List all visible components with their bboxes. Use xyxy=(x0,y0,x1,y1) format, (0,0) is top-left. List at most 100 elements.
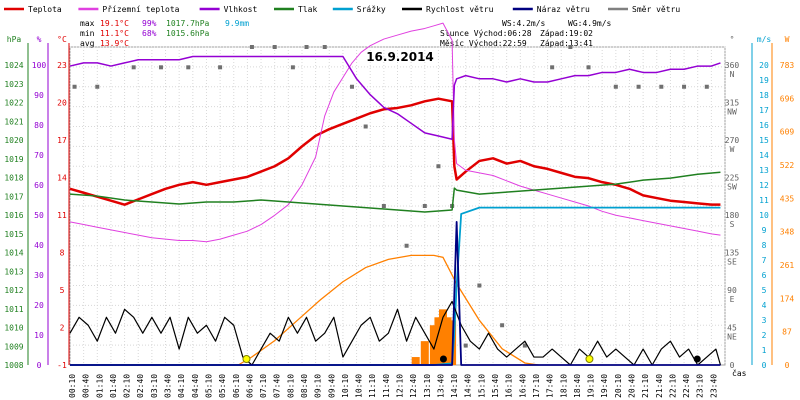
direction-compass-label: SW xyxy=(727,183,737,192)
hpa-tick-label: 1021 xyxy=(4,117,23,126)
rain-intensity-bar xyxy=(438,309,447,365)
legend-label: Srážky xyxy=(357,5,386,14)
x-tick-label: 11:40 xyxy=(382,374,391,398)
watts-axis-label: W xyxy=(785,35,790,44)
hpa-tick-label: 1014 xyxy=(4,249,23,258)
x-tick-label: 15:40 xyxy=(491,374,500,398)
x-tick-label: 02:10 xyxy=(123,374,132,398)
watts-tick-label: 0 xyxy=(785,361,790,370)
ms-tick-label: 10 xyxy=(759,211,769,220)
x-tick-label: 23:40 xyxy=(709,374,718,398)
hpa-tick-label: 1015 xyxy=(4,230,23,239)
x-tick-label: 14:40 xyxy=(464,374,473,398)
percent-tick-label: 60 xyxy=(34,181,44,190)
direction-compass-label: N xyxy=(730,70,735,79)
legend-label: Rychlost větru xyxy=(426,5,494,14)
ms-tick-label: 13 xyxy=(759,166,769,175)
wind-direction-dot xyxy=(568,45,573,49)
ms-tick-label: 15 xyxy=(759,136,769,145)
x-tick-label: 12:40 xyxy=(409,374,418,398)
stat-max-label: max xyxy=(80,19,95,28)
percent-tick-label: 40 xyxy=(34,241,44,250)
ms-tick-label: 17 xyxy=(759,106,769,115)
x-tick-label: 13:10 xyxy=(423,374,432,398)
ms-tick-label: 16 xyxy=(759,121,769,130)
wind-direction-dot xyxy=(636,84,641,89)
watts-tick-label: 174 xyxy=(780,294,795,303)
hpa-tick-label: 1013 xyxy=(4,267,23,276)
watts-tick-label: 609 xyxy=(780,128,795,137)
legend-label: Vlhkost xyxy=(224,5,258,14)
x-tick-label: 03:40 xyxy=(164,374,173,398)
x-tick-label: 17:10 xyxy=(532,374,541,398)
x-tick-label: 10:10 xyxy=(341,374,350,398)
x-tick-label: 18:10 xyxy=(559,374,568,398)
wind-direction-dot xyxy=(659,84,664,89)
hpa-tick-label: 1020 xyxy=(4,136,23,145)
x-tick-label: 23:10 xyxy=(696,374,705,398)
x-tick-label: 08:40 xyxy=(300,374,309,398)
rain-intensity-bar xyxy=(443,317,452,365)
x-tick-label: 01:10 xyxy=(95,374,104,398)
wind-direction-dot xyxy=(422,204,427,208)
x-tick-label: 02:40 xyxy=(136,374,145,398)
series-line-vlhkost xyxy=(69,55,721,140)
percent-tick-label: 0 xyxy=(37,361,42,370)
hpa-tick-label: 1018 xyxy=(4,174,23,183)
x-tick-label: 03:10 xyxy=(150,374,159,398)
legend-label: Tlak xyxy=(298,5,317,14)
x-tick-label: 05:10 xyxy=(204,374,213,398)
ms-tick-label: 5 xyxy=(762,286,767,295)
direction-compass-label: S xyxy=(730,220,735,229)
x-tick-label: 08:10 xyxy=(286,374,295,398)
direction-tick-label: 0 xyxy=(730,361,735,370)
legend-label: Náraz větru xyxy=(537,5,590,14)
stat-max-temp: 19.1°C xyxy=(100,19,129,28)
ms-tick-label: 3 xyxy=(762,316,767,325)
wind-direction-dot xyxy=(522,343,527,348)
ms-tick-label: 4 xyxy=(762,301,767,310)
celsius-tick-label: 8 xyxy=(60,249,65,258)
legend-label: Přízemní teplota xyxy=(102,5,179,14)
hpa-axis-label: hPa xyxy=(7,35,22,44)
wind-direction-dot xyxy=(186,65,191,70)
x-tick-label: 18:40 xyxy=(573,374,582,398)
hpa-tick-label: 1016 xyxy=(4,211,23,220)
x-tick-label: 15:10 xyxy=(477,374,486,398)
ms-tick-label: 8 xyxy=(762,241,767,250)
x-tick-label: 06:40 xyxy=(245,374,254,398)
wind-direction-dot xyxy=(463,343,468,348)
percent-axis-label: % xyxy=(37,35,42,44)
percent-tick-label: 20 xyxy=(34,301,44,310)
direction-axis-label: ° xyxy=(730,35,735,44)
celsius-tick-label: 20 xyxy=(57,99,67,108)
celsius-tick-label: 11 xyxy=(57,211,67,220)
x-tick-label: 22:40 xyxy=(682,374,691,398)
wind-direction-dot xyxy=(550,65,555,70)
percent-tick-label: 30 xyxy=(34,271,44,280)
celsius-tick-label: 2 xyxy=(60,324,65,333)
x-tick-label: 10:40 xyxy=(355,374,364,398)
wind-direction-dot xyxy=(477,283,482,288)
x-tick-label: 17:40 xyxy=(546,374,555,398)
rain-intensity-bar xyxy=(429,325,438,365)
stat-sun-set: Západ:19:02 xyxy=(540,29,593,38)
series-line-p-zemn-teplota xyxy=(69,22,721,243)
celsius-tick-label: 23 xyxy=(57,61,67,70)
wind-direction-dot xyxy=(613,84,618,89)
direction-tick-label: 180 xyxy=(725,211,740,220)
stat-min-label: min xyxy=(80,29,95,38)
x-tick-label: 09:40 xyxy=(327,374,336,398)
percent-tick-label: 70 xyxy=(34,151,44,160)
x-tick-label: 22:10 xyxy=(668,374,677,398)
stat-sun-rise: Slunce Východ:06:28 xyxy=(440,29,532,38)
direction-tick-label: 315 xyxy=(725,99,740,108)
stat-max-hum: 99% xyxy=(142,19,157,28)
direction-compass-label: NW xyxy=(727,108,737,117)
ms-tick-label: 20 xyxy=(759,61,769,70)
ms-tick-label: 14 xyxy=(759,151,769,160)
moonrise-marker xyxy=(693,355,701,363)
celsius-tick-label: -1 xyxy=(57,361,67,370)
direction-compass-label: W xyxy=(730,145,735,154)
